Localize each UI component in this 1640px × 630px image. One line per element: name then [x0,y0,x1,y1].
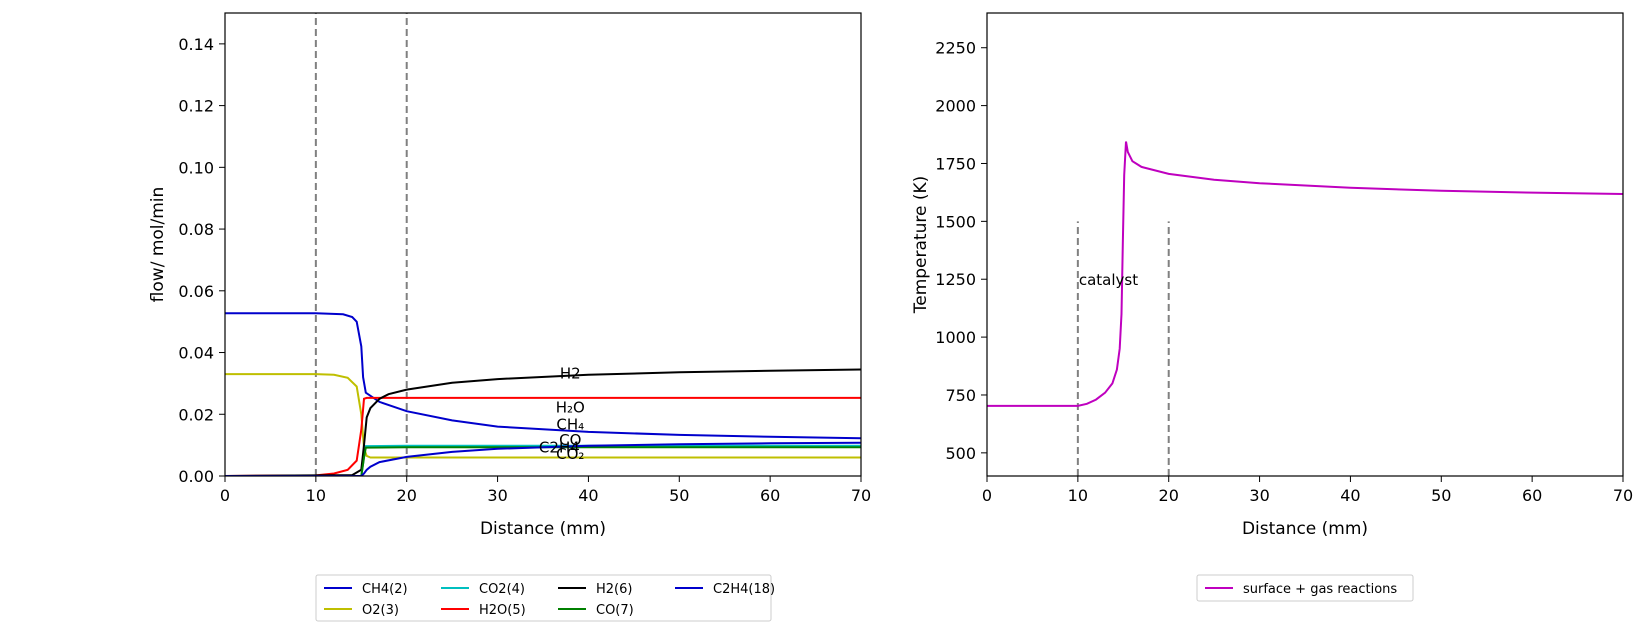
y-tick-label: 500 [945,444,976,463]
legend-box [315,574,772,622]
y-tick-label: 0.10 [178,158,214,177]
y-tick-label: 0.04 [178,344,214,363]
x-tick-label: 60 [760,486,780,505]
legend-label: surface + gas reactions [1243,582,1397,597]
x-tick-label: 50 [1431,486,1451,505]
y-tick-label: 0.08 [178,220,214,239]
series-line-co-7- [225,446,861,476]
legend-label: CO(7) [596,603,634,618]
series-line-ch4-2- [225,312,861,440]
y-tick-label: 2000 [935,97,976,116]
plot-frame [224,12,862,477]
x-tick-label: 10 [1068,486,1088,505]
y-tick-label: 1000 [935,328,976,347]
y-tick-label: 0.02 [178,405,214,424]
y-tick-label: 0.00 [178,467,214,486]
plot-frame [986,12,1624,477]
y-tick-label: 0.12 [178,97,214,116]
legend-label: H2O(5) [479,603,526,618]
x-tick-label: 0 [982,486,992,505]
annotation-c2h4: C2H4 [539,439,580,457]
y-tick-label: 2250 [935,39,976,58]
y-tick-label: 0.06 [178,282,214,301]
legend: surface + gas reactions [1196,574,1414,602]
x-tick-label: 70 [851,486,871,505]
legend-label: H2(6) [596,582,632,597]
legend-label: O2(3) [362,603,399,618]
annotation-catalyst: catalyst [1079,271,1138,289]
legend-label: CO2(4) [479,582,525,597]
x-axis-title: Distance (mm) [1242,519,1368,539]
x-axis-title: Distance (mm) [480,519,606,539]
series-line-c2h4-18- [225,441,861,476]
y-tick-label: 1750 [935,154,976,173]
y-tick-label: 750 [945,386,976,405]
y-axis-title: Temperature (K) [911,176,931,315]
annotation-h2: H2 [560,365,581,383]
legend: CH4(2) O2(3) CO2(4) H2O(5) H2(6) CO(7) C2H4(18… [315,574,775,622]
x-tick-label: 20 [397,486,417,505]
y-tick-label: 1500 [935,212,976,231]
x-tick-label: 60 [1522,486,1542,505]
chart-1: 0 10 20 30 40 50 60 70 0.00 0.02 0.04 0.06 0.08 0.10 0… [148,12,871,622]
annotation-co-: CO₂ [556,445,584,463]
x-tick-label: 40 [1340,486,1360,505]
chart-2: 0 10 20 30 40 50 60 70 500 750 1000 1250 1500 1750 200… [911,12,1633,602]
x-tick-label: 70 [1613,486,1633,505]
x-tick-label: 10 [306,486,326,505]
x-tick-label: 20 [1159,486,1179,505]
series-line-o2-3- [225,373,861,459]
x-tick-label: 50 [669,486,689,505]
x-tick-label: 30 [487,486,507,505]
legend-label: CH4(2) [362,582,408,597]
annotation-ch-: CH₄ [556,416,584,434]
legend-label: C2H4(18) [713,582,775,597]
legend-box [1196,574,1414,602]
x-tick-label: 40 [578,486,598,505]
y-tick-label: 0.14 [178,35,214,54]
series-line-h2-6- [225,368,861,476]
annotation-h-o: H₂O [556,399,585,417]
y-tick-label: 1250 [935,270,976,289]
x-tick-label: 30 [1249,486,1269,505]
y-axis-title: flow/ mol/min [148,187,168,303]
series-line-surface-gas-reactions [987,141,1623,407]
annotation-co: CO [559,431,581,449]
x-tick-label: 0 [220,486,230,505]
